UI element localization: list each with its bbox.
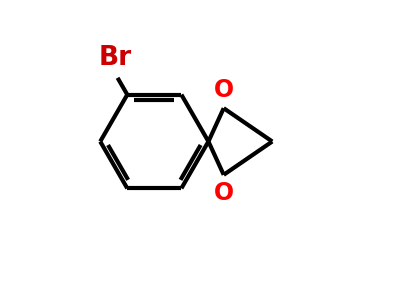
Text: O: O xyxy=(214,78,234,102)
Text: Br: Br xyxy=(98,45,131,71)
Text: O: O xyxy=(214,181,234,205)
